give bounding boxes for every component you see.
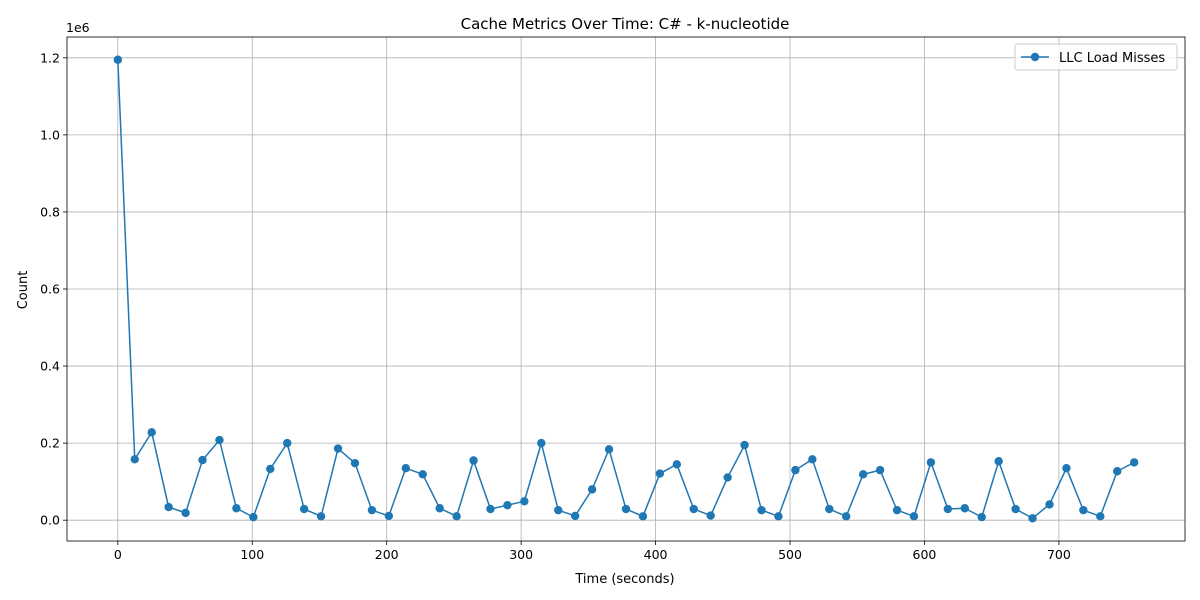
data-point [605, 445, 613, 453]
data-point [910, 512, 918, 520]
data-point [520, 497, 528, 505]
data-point [690, 505, 698, 513]
data-point [740, 441, 748, 449]
data-point [368, 506, 376, 514]
data-point [588, 485, 596, 493]
y-axis-label: Count [16, 271, 31, 310]
x-tick-label: 600 [913, 547, 937, 562]
y-tick-label: 1.0 [40, 127, 60, 142]
data-point [554, 506, 562, 514]
x-tick-label: 300 [509, 547, 533, 562]
data-point [893, 506, 901, 514]
data-point [402, 464, 410, 472]
data-point [469, 456, 477, 464]
legend-label: LLC Load Misses [1059, 51, 1165, 66]
data-point [876, 466, 884, 474]
y-tick-label: 0.4 [40, 359, 60, 374]
data-point [791, 466, 799, 474]
data-point [249, 513, 257, 521]
data-point [927, 458, 935, 466]
data-point [1096, 512, 1104, 520]
data-point [622, 505, 630, 513]
data-point [419, 470, 427, 478]
data-point [181, 509, 189, 517]
data-point [639, 512, 647, 520]
data-point [537, 439, 545, 447]
data-point [1079, 506, 1087, 514]
data-point [1011, 505, 1019, 513]
x-tick-label: 700 [1047, 547, 1071, 562]
data-point [673, 460, 681, 468]
data-point [808, 455, 816, 463]
data-point [571, 512, 579, 520]
y-tick-label: 0.6 [40, 282, 60, 297]
data-point [825, 505, 833, 513]
data-point [486, 505, 494, 513]
data-point [317, 512, 325, 520]
x-tick-label: 500 [778, 547, 802, 562]
y-tick-label: 0.2 [40, 436, 60, 451]
data-point [978, 513, 986, 521]
data-point [1113, 467, 1121, 475]
x-tick-label: 100 [240, 547, 264, 562]
data-point [148, 428, 156, 436]
data-point [774, 512, 782, 520]
data-point [435, 504, 443, 512]
data-point [334, 444, 342, 452]
x-tick-label: 0 [114, 547, 122, 562]
data-point [757, 506, 765, 514]
chart-title: Cache Metrics Over Time: C# - k-nucleoti… [461, 15, 790, 33]
data-point [1045, 500, 1053, 508]
data-point [859, 470, 867, 478]
legend: LLC Load Misses [1015, 44, 1177, 70]
x-tick-label: 400 [644, 547, 668, 562]
data-point [385, 512, 393, 520]
y-tick-label: 1.2 [40, 50, 60, 65]
data-point [707, 511, 715, 519]
data-point [215, 436, 223, 444]
x-tick-label: 200 [375, 547, 399, 562]
data-point [961, 504, 969, 512]
data-point [232, 504, 240, 512]
data-point [283, 439, 291, 447]
data-point [114, 56, 122, 64]
data-point [723, 473, 731, 481]
data-point [198, 456, 206, 464]
data-point [452, 512, 460, 520]
x-axis-label: Time (seconds) [574, 572, 674, 587]
data-point [300, 505, 308, 513]
data-point [842, 512, 850, 520]
data-point [944, 505, 952, 513]
data-point [164, 503, 172, 511]
data-point [1062, 464, 1070, 472]
data-point [131, 455, 139, 463]
y-tick-label: 0.8 [40, 204, 60, 219]
data-point [994, 457, 1002, 465]
data-point [351, 459, 359, 467]
data-point [1130, 458, 1138, 466]
data-point [1028, 514, 1036, 522]
data-point [656, 469, 664, 477]
y-tick-label: 0.0 [40, 513, 60, 528]
y-axis-offset-label: 1e6 [66, 20, 90, 35]
data-point [266, 465, 274, 473]
data-point [503, 501, 511, 509]
legend-marker-swatch [1031, 53, 1039, 61]
